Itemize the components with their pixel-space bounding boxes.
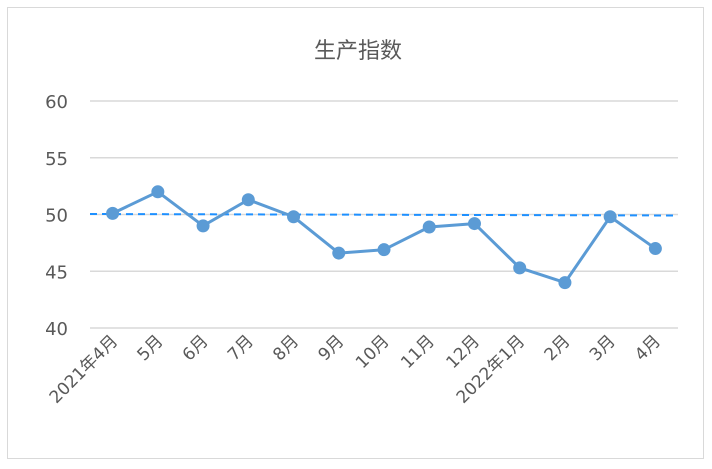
x-tick-label: 8月 (269, 331, 303, 365)
data-point (151, 185, 165, 199)
data-point (241, 193, 255, 207)
data-point (377, 243, 391, 257)
series-group (106, 185, 662, 290)
data-point (106, 206, 120, 220)
data-point (558, 276, 572, 290)
x-tick-label: 5月 (134, 331, 168, 365)
chart-frame (7, 7, 704, 459)
x-tick-label: 12月 (443, 331, 484, 372)
x-tick-label: 10月 (352, 331, 393, 372)
x-tick-label: 7月 (224, 331, 258, 365)
y-tick-label: 60 (45, 92, 68, 113)
y-tick-label: 55 (45, 149, 68, 170)
x-tick-label: 6月 (179, 331, 213, 365)
data-point (467, 217, 481, 231)
x-tick-label: 2021年4月 (46, 331, 122, 407)
data-point (196, 219, 210, 233)
data-point (287, 210, 301, 224)
data-point (648, 242, 662, 256)
data-point (332, 246, 346, 260)
y-tick-label: 45 (45, 262, 68, 283)
x-tick-label: 9月 (314, 331, 348, 365)
data-point (422, 220, 436, 234)
data-point (513, 261, 527, 275)
x-tick-label: 11月 (397, 331, 438, 372)
x-tick-label: 4月 (631, 331, 665, 365)
y-tick-label: 40 (45, 319, 68, 340)
chart-title: 生产指数 (314, 39, 402, 64)
x-tick-label: 3月 (586, 331, 620, 365)
data-point (603, 210, 617, 224)
x-tick-label: 2月 (541, 331, 575, 365)
y-tick-label: 50 (45, 206, 68, 227)
series-line (111, 190, 657, 285)
y-tick-labels: 40 45 50 55 60 (45, 92, 68, 340)
